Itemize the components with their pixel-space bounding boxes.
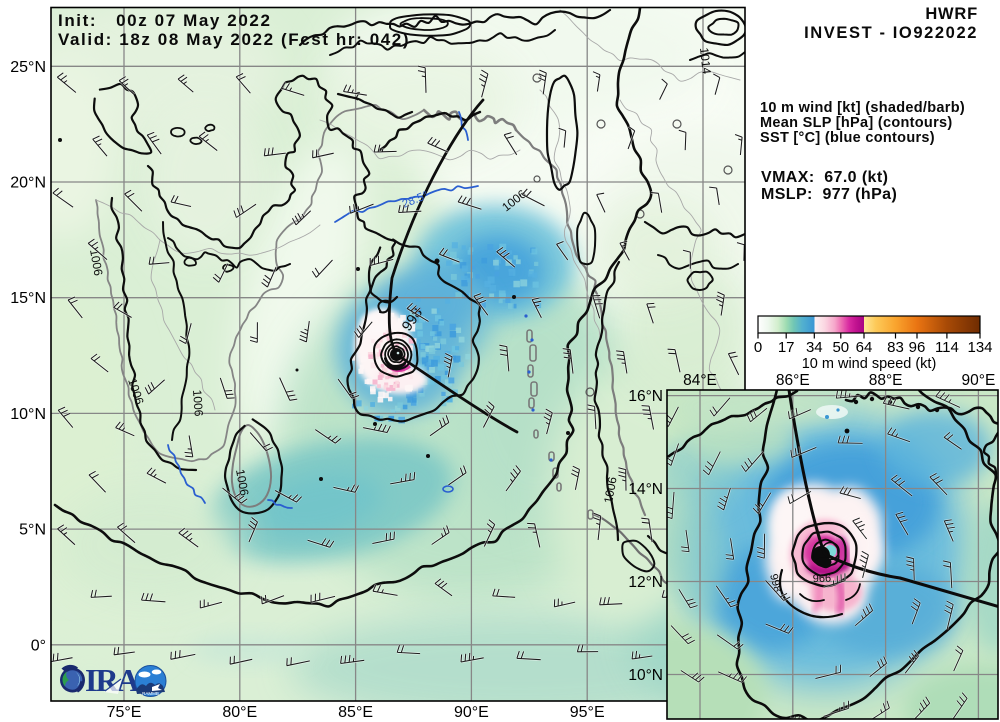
svg-text:VMAX: 67.0 (kt): VMAX: 67.0 (kt) [761,169,888,186]
svg-text:75°E: 75°E [107,704,142,721]
svg-text:10 m wind speed (kt): 10 m wind speed (kt) [802,356,937,372]
svg-text:15°N: 15°N [10,290,46,307]
svg-text:1014: 1014 [697,47,714,75]
svg-text:84°E: 84°E [683,372,717,389]
svg-text:12°N: 12°N [628,574,663,591]
svg-text:1006: 1006 [190,389,206,417]
svg-text:RAMMB: RAMMB [142,691,159,696]
svg-text:16°N: 16°N [628,388,663,405]
svg-text:996: 996 [813,571,832,584]
svg-text:34: 34 [806,339,823,356]
svg-text:10 m wind [kt] (shaded/barb): 10 m wind [kt] (shaded/barb) [760,100,965,116]
svg-text:MSLP: 977 (hPa): MSLP: 977 (hPa) [761,186,897,203]
svg-text:14°N: 14°N [628,481,663,498]
svg-text:80°E: 80°E [222,704,257,721]
svg-text:Mean SLP [hPa] (contours): Mean SLP [hPa] (contours) [760,115,953,131]
svg-text:10°N: 10°N [10,406,46,423]
svg-text:25°N: 25°N [10,59,46,76]
svg-text:64: 64 [856,339,873,356]
svg-text:95°E: 95°E [570,704,605,721]
svg-text:1006: 1006 [601,475,619,504]
svg-text:90°E: 90°E [454,704,489,721]
svg-text:HWRF: HWRF [925,5,978,23]
svg-text:5°N: 5°N [19,522,46,539]
svg-text:1006: 1006 [233,468,251,497]
svg-text:50: 50 [832,339,849,356]
svg-text:88°E: 88°E [869,372,903,389]
svg-text:INVEST - IO922022: INVEST - IO922022 [804,24,978,42]
svg-text:SST [°C] (blue contours): SST [°C] (blue contours) [760,130,935,146]
svg-text:96: 96 [909,339,926,356]
svg-text:10°N: 10°N [628,667,663,684]
svg-text:83: 83 [887,339,904,356]
svg-text:134: 134 [967,339,992,356]
svg-text:90°E: 90°E [962,372,996,389]
svg-text:17: 17 [778,339,795,356]
svg-text:Valid: 18z 08 May 2022 (Fcst h: Valid: 18z 08 May 2022 (Fcst hr: 042) [58,30,410,49]
svg-text:86°E: 86°E [776,372,810,389]
svg-text:0°: 0° [31,637,46,654]
svg-text:114: 114 [935,339,959,356]
svg-text:85°E: 85°E [338,704,373,721]
svg-text:20°N: 20°N [10,175,46,192]
svg-text:0: 0 [754,339,762,356]
svg-text:Init: 00z 07 May 2022: Init: 00z 07 May 2022 [58,11,272,30]
